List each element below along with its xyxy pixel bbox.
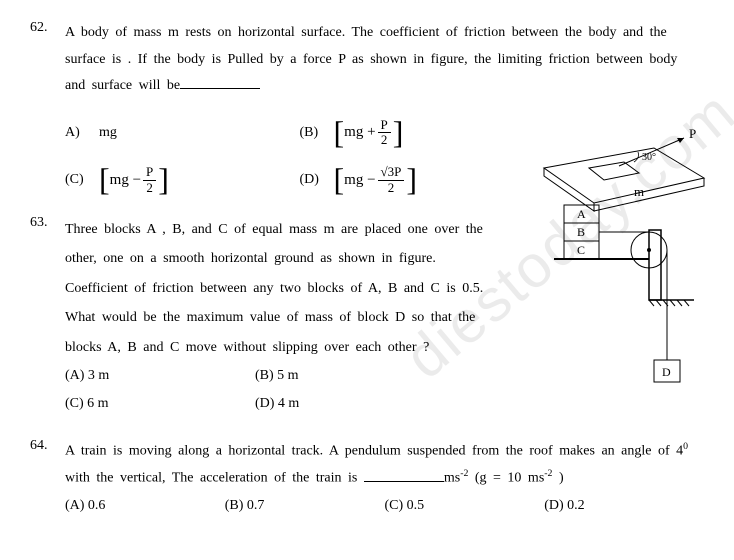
q62-option-b: (B) [ mg + P 2 ] — [300, 118, 535, 148]
q62-d-label: (D) — [300, 172, 328, 188]
q62-p-label: P — [689, 126, 696, 141]
q62-b-prefix: mg + — [344, 124, 375, 141]
q64-text-mid: with the vertical, The acceleration of t… — [65, 471, 364, 486]
q62-d-prefix: mg − — [344, 172, 375, 189]
q62-c-den: 2 — [143, 181, 156, 195]
q64-option-a: (A) 0.6 — [65, 492, 225, 520]
q62-blank — [180, 74, 260, 89]
svg-text:A: A — [577, 207, 586, 221]
q64-g: (g = 10 ms — [468, 471, 544, 486]
q63-option-c: (C) 6 m — [65, 390, 255, 418]
q62-angle-label: 30° — [642, 152, 656, 163]
q63-figure: A B C D — [554, 200, 714, 405]
q62-b-den: 2 — [378, 133, 391, 147]
q62-a-label: A) — [65, 125, 93, 141]
svg-text:B: B — [577, 225, 585, 239]
q64-text: A train is moving along a horizontal tra… — [65, 438, 704, 493]
svg-text:C: C — [577, 243, 585, 257]
q64-end: ) — [552, 471, 563, 486]
q64-number: 64. — [30, 438, 65, 454]
q62-option-d: (D) [ mg − √3P 2 ] — [300, 165, 535, 195]
q64-option-c: (C) 0.5 — [385, 492, 545, 520]
q64-unit: ms — [444, 471, 460, 486]
q62-c-label: (C) — [65, 172, 93, 188]
q62-m-label: m — [634, 184, 644, 199]
q64-option-d: (D) 0.2 — [544, 492, 704, 520]
q63-option-a: (A) 3 m — [65, 362, 255, 390]
question-63: A B C D 6 — [30, 215, 704, 418]
q62-body: A body of mass m rests on horizontal sur… — [65, 25, 677, 93]
q64-text-before: A train is moving along a horizontal tra… — [65, 444, 683, 459]
q62-option-c: (C) [ mg − P 2 ] — [65, 165, 300, 195]
svg-text:D: D — [662, 365, 671, 379]
q62-b-label: (B) — [300, 125, 328, 141]
q64-option-b: (B) 0.7 — [225, 492, 385, 520]
q62-option-a: A) mg — [65, 125, 300, 141]
q62-b-num: P — [378, 118, 391, 133]
q62-d-num: √3P — [378, 165, 405, 180]
q63-option-b: (B) 5 m — [255, 362, 445, 390]
q63-text: Three blocks A , B, and C of equal mass … — [65, 215, 495, 362]
q64-blank — [364, 467, 444, 482]
q63-number: 63. — [30, 215, 65, 231]
question-62: 62. A body of mass m rests on horizontal… — [30, 20, 704, 195]
q63-option-d: (D) 4 m — [255, 390, 445, 418]
q62-d-den: 2 — [385, 181, 398, 195]
q62-number: 62. — [30, 20, 65, 36]
question-64: 64. A train is moving along a horizontal… — [30, 438, 704, 521]
q62-c-num: P — [143, 165, 156, 180]
q62-a-value: mg — [99, 125, 117, 141]
q62-text: A body of mass m rests on horizontal sur… — [65, 20, 704, 100]
q62-c-prefix: mg − — [110, 172, 141, 189]
